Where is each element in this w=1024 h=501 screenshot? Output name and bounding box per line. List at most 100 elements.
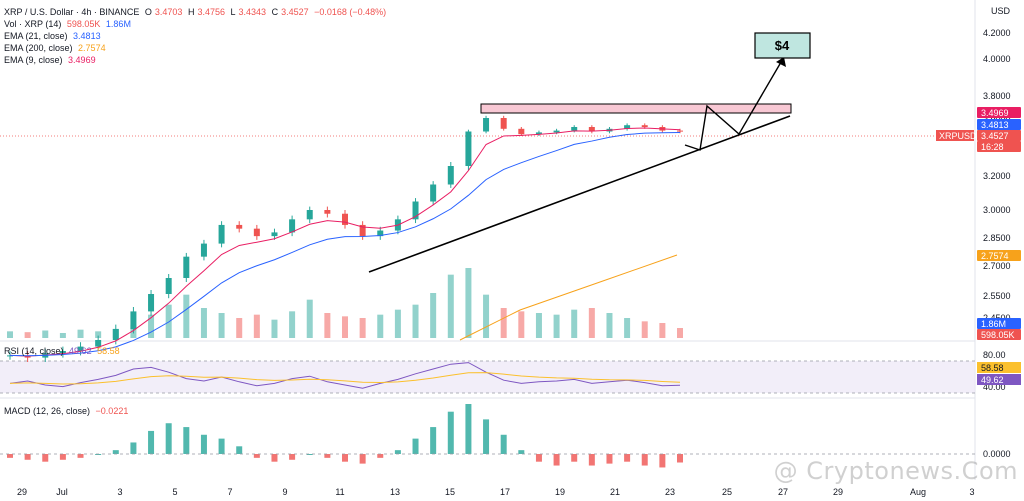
ema9-legend[interactable]: EMA (9, close) 3.4969: [4, 54, 99, 66]
rsi-ma-line: [9, 372, 681, 385]
price-tag-bg: [977, 250, 1021, 261]
macd-bar: [500, 434, 507, 454]
symbol-title[interactable]: XRP / U.S. Dollar · 4h · BINANCE: [4, 7, 140, 17]
volume-bar: [465, 268, 472, 338]
price-tag-bg: [977, 107, 1021, 118]
macd-bar: [165, 423, 172, 454]
ema9-value: 3.4969: [68, 55, 96, 65]
ema200-value: 2.7574: [78, 43, 106, 53]
volume-bar: [183, 294, 190, 338]
symbol-tag-bg: [936, 130, 974, 141]
time-tick-label: Jul: [56, 487, 68, 497]
candle-body: [218, 224, 225, 244]
volume-bar: [42, 330, 49, 338]
rsi-value: 49.62: [69, 346, 92, 356]
volume-bar: [59, 333, 66, 338]
volume-bar: [430, 293, 437, 338]
volume-bar: [359, 318, 366, 338]
volume-bar: [236, 318, 243, 338]
candle-body: [535, 132, 542, 135]
macd-bar: [112, 450, 119, 454]
volume-bar: [659, 323, 666, 338]
macd-bar: [77, 454, 84, 458]
time-tick-label: 15: [445, 487, 455, 497]
macd-bar: [659, 454, 666, 468]
resistance-zone[interactable]: [480, 103, 792, 114]
macd-bar: [624, 454, 631, 462]
rsi-tick-label: 40.00: [983, 382, 1006, 392]
rsi-legend[interactable]: RSI (14, close) 49.62 58.58: [4, 345, 123, 357]
time-tick-label: 19: [555, 487, 565, 497]
ema200-line: [459, 254, 678, 341]
time-axis[interactable]: 29 Jul 3 5 7 9 11 13 15 17 19 21 23 25 27 29 Aug 3: [17, 487, 975, 497]
ema21-label: EMA (21, close): [4, 31, 68, 41]
macd-bar: [130, 442, 137, 454]
time-tick-label: Aug: [910, 487, 926, 497]
volume-bar: [342, 316, 348, 338]
currency-button[interactable]: USD: [990, 6, 1010, 16]
macd-bar: [200, 434, 207, 454]
volume-bar: [218, 313, 225, 338]
rsi-tag-bg: [977, 374, 1021, 385]
ema9-line: [9, 127, 681, 357]
macd-bar: [606, 454, 613, 464]
macd-bar: [394, 450, 401, 454]
watermark: @ Cryptonews.Com: [773, 457, 1018, 485]
candle-body: [430, 184, 437, 202]
rsi-ma-tag-bg: [977, 362, 1021, 373]
volume-layer: [7, 268, 683, 338]
macd-bar: [7, 454, 13, 458]
projection-path[interactable]: [684, 56, 785, 151]
time-tick-label: 29: [833, 487, 843, 497]
time-tick-label: 3: [117, 487, 122, 497]
time-tick-label: 5: [172, 487, 177, 497]
volume-legend[interactable]: Vol · XRP (14) 598.05K 1.86M: [4, 18, 134, 30]
symbol-legend[interactable]: XRP / U.S. Dollar · 4h · BINANCE O 3.4703…: [4, 6, 389, 18]
volume-ma-value: 1.86M: [105, 19, 131, 29]
rsi-layer: [9, 362, 681, 389]
candle-body: [588, 127, 595, 132]
volume-bar: [606, 313, 613, 338]
price-tick-label: 3.2000: [983, 171, 1011, 181]
macd-bar: [289, 454, 296, 460]
time-tick-label: 29: [17, 487, 27, 497]
macd-bar: [465, 404, 472, 454]
rsi-band: [0, 361, 975, 393]
change-value: −0.0168 (−0.48%): [314, 7, 387, 17]
candle-body: [412, 201, 419, 220]
candle-body: [77, 346, 84, 351]
volume-bar: [447, 274, 454, 338]
price-tag-bg: [977, 141, 1021, 152]
macd-bar: [412, 438, 419, 454]
target-box[interactable]: [754, 32, 811, 59]
candle-body: [359, 224, 366, 237]
price-tag-bg: [977, 329, 1021, 340]
rsi-axis: 80.00 40.00 58.58 49.62: [977, 350, 1021, 392]
candle-body: [236, 224, 243, 229]
macd-bar: [42, 454, 49, 462]
time-tick-label: 23: [665, 487, 675, 497]
macd-bar: [306, 454, 313, 455]
ema200-legend[interactable]: EMA (200, close) 2.7574: [4, 42, 109, 54]
macd-bar: [518, 450, 525, 454]
macd-legend[interactable]: MACD (12, 26, close) −0.0221: [4, 405, 131, 417]
rsi-tick-label: 80.00: [983, 350, 1006, 360]
price-tag-bg: [977, 318, 1021, 329]
volume-bar: [324, 313, 331, 338]
time-tick-label: 13: [390, 487, 400, 497]
macd-bar: [641, 454, 648, 466]
macd-bar: [430, 427, 437, 454]
price-tag-text: 3.4527: [981, 131, 1009, 141]
arrow-head-icon: [776, 57, 786, 67]
ema21-legend[interactable]: EMA (21, close) 3.4813: [4, 30, 104, 42]
ema200-label: EMA (200, close): [4, 43, 73, 53]
ascending-trendline[interactable]: [368, 115, 791, 273]
candle-body: [306, 210, 313, 220]
volume-bar: [271, 319, 278, 338]
price-tag-text: 1.86M: [981, 319, 1006, 329]
macd-layer: [0, 404, 975, 468]
candle-body: [59, 351, 66, 354]
price-axis[interactable]: 4.20004.00003.80003.60003.40003.20003.00…: [983, 28, 1011, 323]
macd-bar: [218, 438, 225, 454]
